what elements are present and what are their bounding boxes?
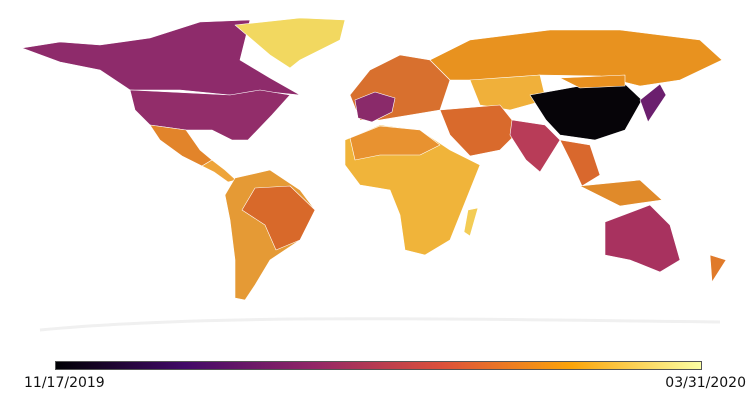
region-middle-east bbox=[439, 104, 521, 157]
region-madagascar bbox=[463, 207, 479, 237]
region-japan bbox=[639, 83, 667, 123]
region-north-africa bbox=[349, 125, 441, 161]
colorbar-start-label: 11/17/2019 bbox=[24, 375, 105, 391]
region-brazil bbox=[241, 185, 316, 251]
region-mongolia bbox=[559, 74, 626, 89]
region-central-asia bbox=[469, 74, 547, 111]
region-india bbox=[509, 119, 561, 173]
antarctica-outline bbox=[39, 317, 721, 332]
region-greenland bbox=[234, 17, 346, 69]
colorbar-end-label: 03/31/2020 bbox=[665, 375, 746, 391]
region-central-america bbox=[201, 159, 237, 183]
region-southeast-asia bbox=[559, 139, 601, 187]
region-africa bbox=[344, 124, 481, 256]
region-western-europe bbox=[354, 91, 396, 123]
region-indonesia bbox=[579, 179, 663, 207]
region-new-zealand bbox=[709, 254, 727, 283]
world-choropleth-map bbox=[21, 17, 727, 332]
colorbar bbox=[55, 361, 702, 370]
region-canada bbox=[21, 19, 301, 96]
region-usa bbox=[129, 89, 291, 141]
region-australia bbox=[604, 204, 681, 273]
region-mexico bbox=[149, 124, 213, 167]
